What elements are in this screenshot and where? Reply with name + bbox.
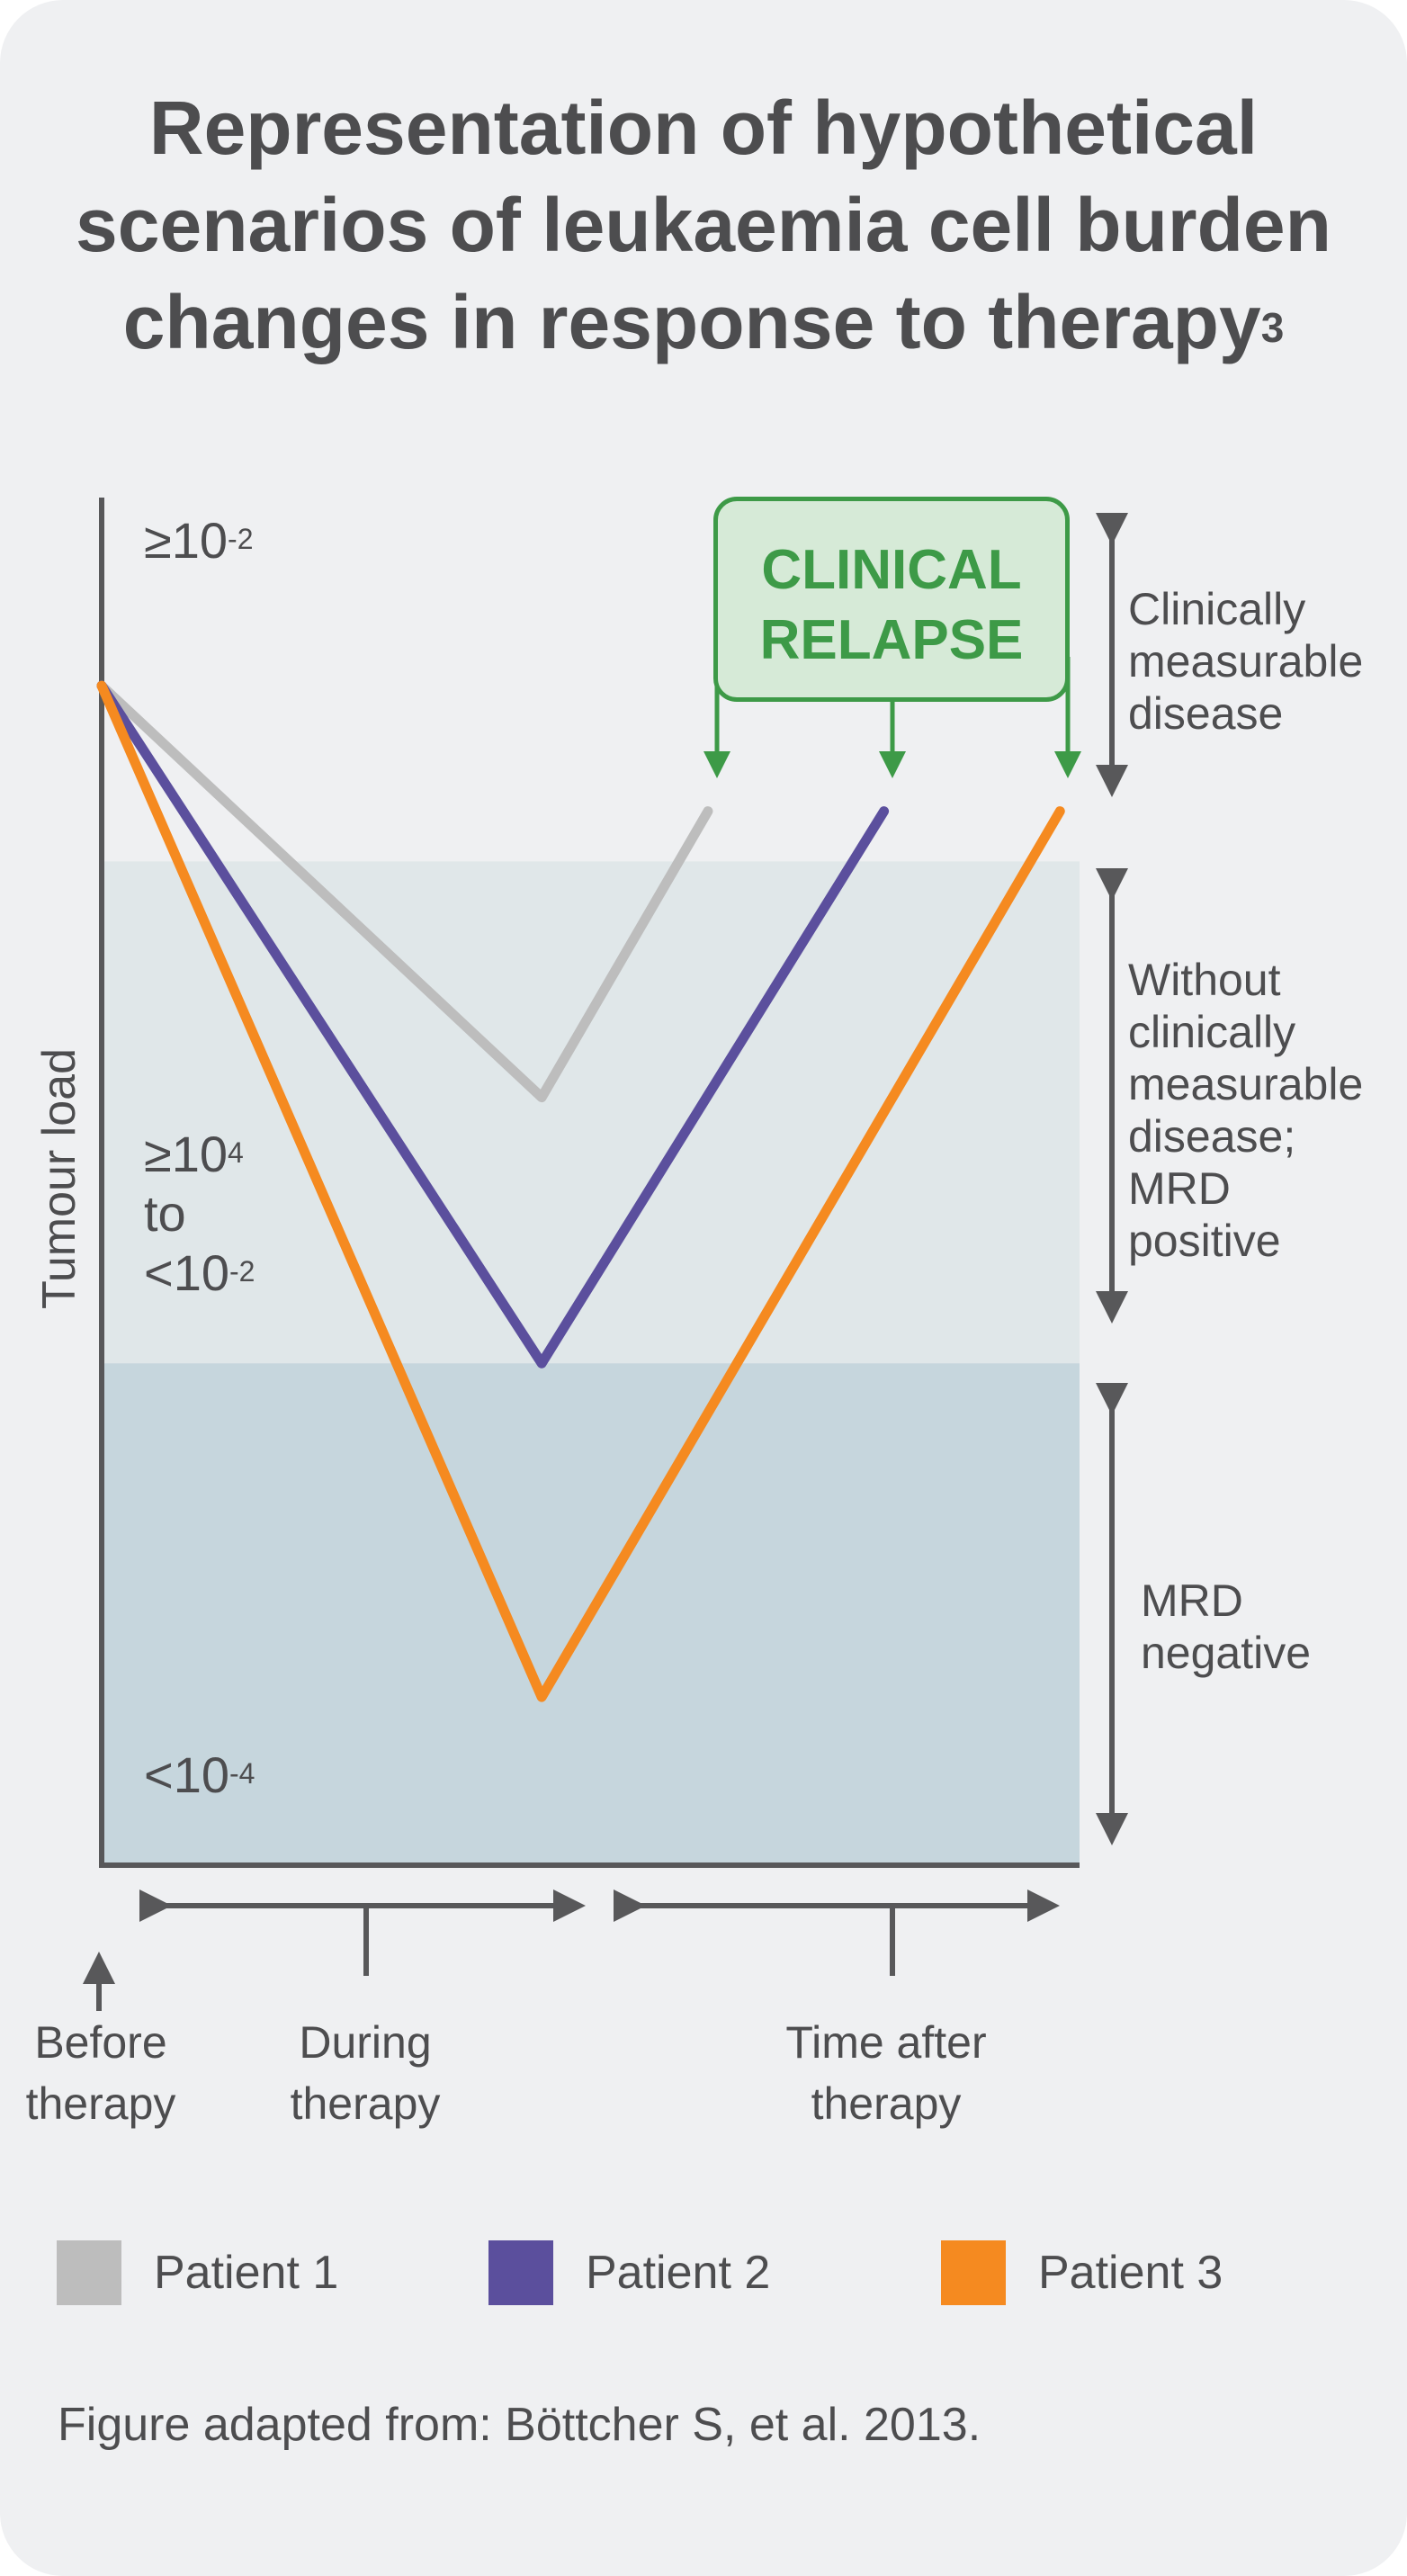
y-axis-label: Tumour load xyxy=(33,1048,85,1309)
legend-item-patient-1: Patient 1 xyxy=(57,2240,338,2305)
footer-source: Figure adapted from: Böttcher S, et al. … xyxy=(58,2399,981,2451)
series-line-patient-2 xyxy=(96,680,890,1369)
label-clinically-measurable: Clinically measurable disease xyxy=(1128,584,1364,739)
label-mrd-negative: MRD negative xyxy=(1141,1575,1312,1678)
x-label-during: During therapy xyxy=(290,2017,441,2129)
legend-item-patient-3: Patient 3 xyxy=(941,2240,1223,2305)
legend-swatch xyxy=(488,2240,553,2305)
x-label-after: Time after therapy xyxy=(785,2017,987,2129)
legend-item-patient-2: Patient 2 xyxy=(488,2240,770,2305)
clinical-relapse-box: CLINICAL RELAPSE xyxy=(713,497,1070,702)
label-mrd-positive: Without clinically measurable disease; M… xyxy=(1128,955,1364,1266)
chart-title: Representation of hypothetical scenarios… xyxy=(76,85,1331,364)
level-label-top: ≥10-2 xyxy=(144,512,254,569)
legend-swatch xyxy=(57,2240,121,2305)
x-label-before: Before therapy xyxy=(25,2017,176,2129)
level-label-mid: ≥104 to <10-2 xyxy=(144,1126,255,1301)
series-line-patient-3 xyxy=(96,680,1065,1702)
legend-swatch xyxy=(941,2240,1006,2305)
level-label-bottom: <10-4 xyxy=(144,1746,255,1803)
series-line-patient-1 xyxy=(96,680,713,1103)
